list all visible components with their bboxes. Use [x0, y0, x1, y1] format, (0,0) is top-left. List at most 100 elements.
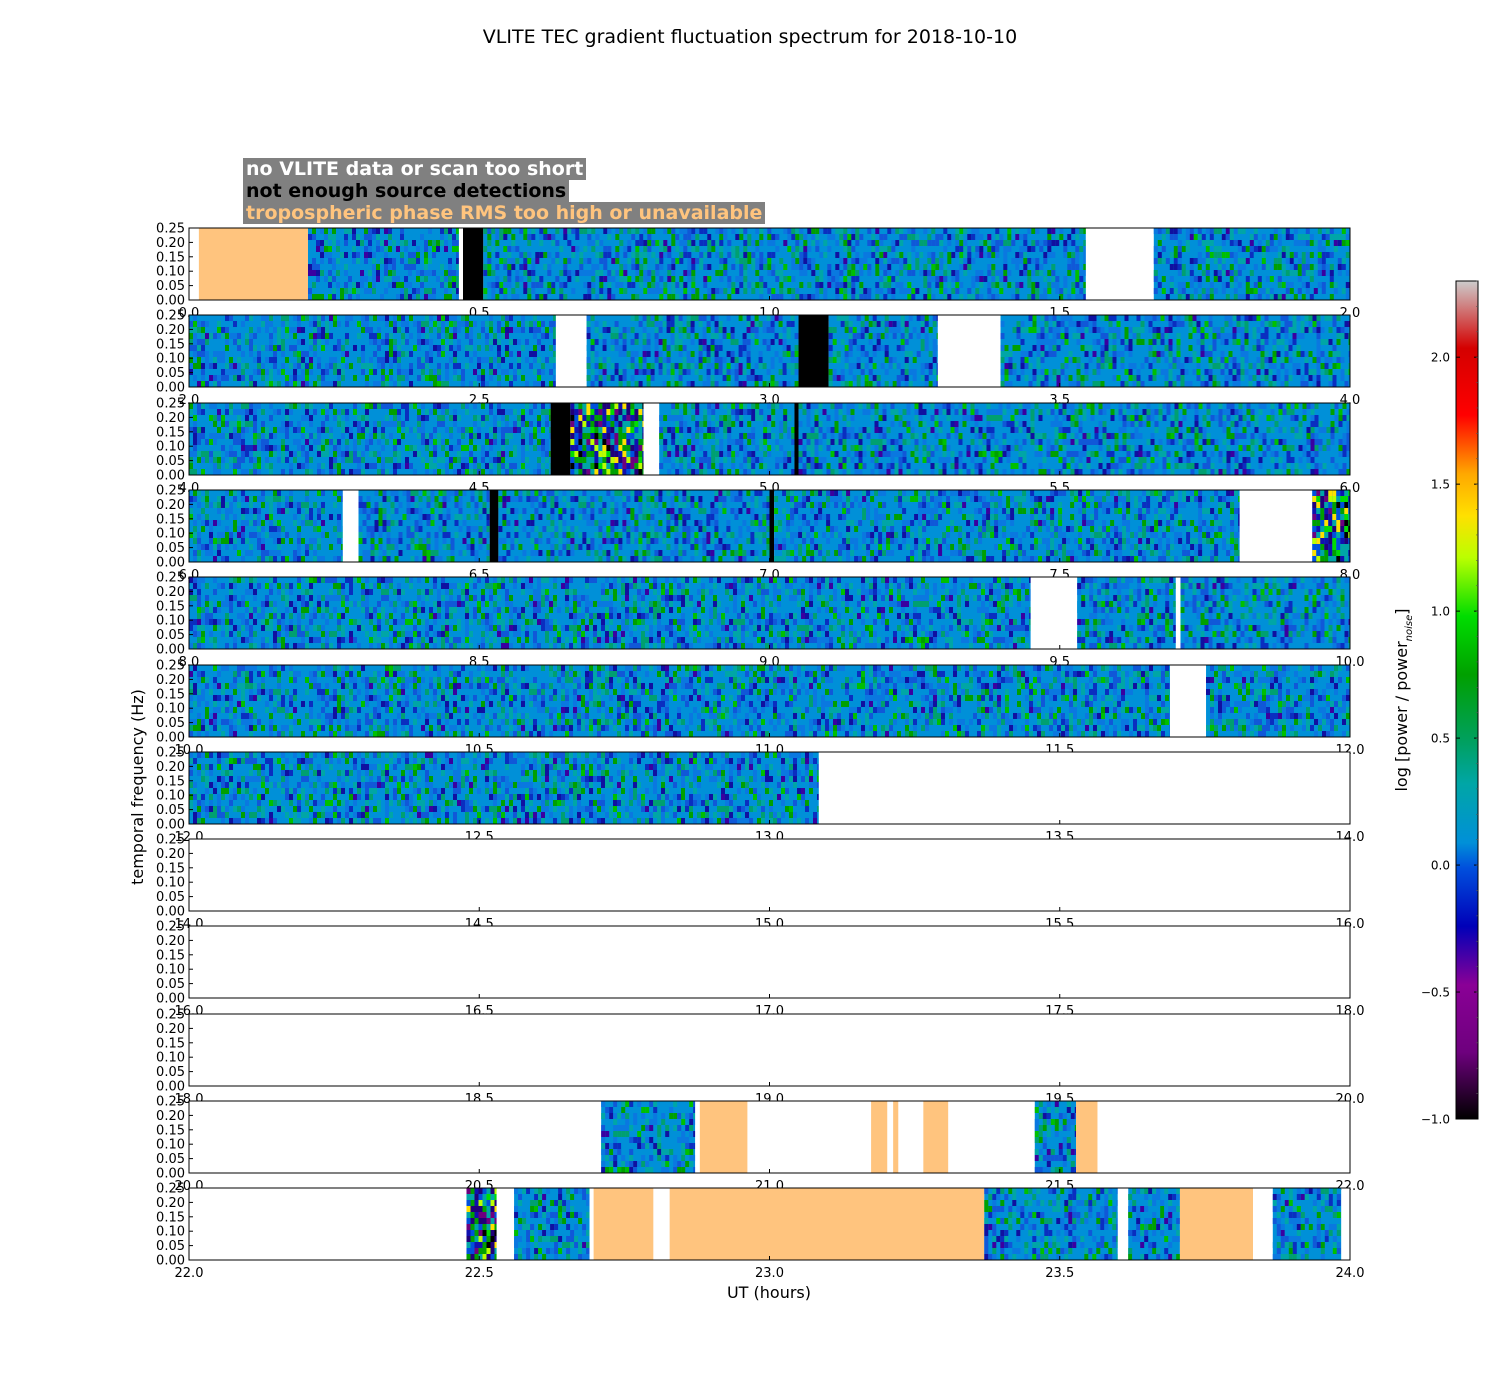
panel-0: 0.000.050.100.150.200.250.0 0.5 1.0 1.5 2.0 — [156, 222, 1360, 322]
segment-spectrum — [189, 490, 343, 562]
y-tick-label: 0.20 — [156, 760, 185, 775]
segment-no-data — [189, 1101, 602, 1173]
colorbar-gradient — [1455, 280, 1479, 1120]
y-tick-label: 0.10 — [156, 963, 185, 978]
colorbar-tick-label: 1.0 — [1431, 605, 1450, 619]
y-tick-label: 0.25 — [156, 397, 185, 412]
y-tick-label: 0.05 — [156, 716, 185, 731]
y-tick-label: 0.05 — [156, 454, 185, 469]
segment-spectrum — [798, 403, 1350, 475]
segment-tropo-high — [198, 228, 309, 300]
y-tick-label: 0.00 — [156, 556, 185, 571]
y-tick-label: 0.10 — [156, 352, 185, 367]
y-tick-label: 0.25 — [156, 484, 185, 499]
colorbar-tick-label: −1.0 — [1421, 1113, 1450, 1127]
panel-3: 0.000.050.100.150.200.256.0 6.5 7.0 7.5 8.0 — [156, 484, 1360, 584]
colorbar-tick-label: 0.5 — [1431, 732, 1450, 746]
y-tick-label: 0.25 — [156, 222, 185, 237]
segment-spectrum — [189, 665, 1171, 737]
segment-no-data — [1085, 228, 1154, 300]
segment-tropo-high — [669, 1188, 985, 1260]
segment-tropo-high — [699, 1101, 748, 1173]
panels: 0.000.050.100.150.200.250.0 0.5 1.0 1.5 2.00… — [156, 222, 1364, 1282]
segment-spectrum — [358, 490, 490, 562]
y-tick-label: 0.00 — [156, 294, 185, 309]
y-tick-label: 0.20 — [156, 236, 185, 251]
segment-tropo-high — [593, 1188, 654, 1260]
segment-no-data — [189, 839, 1350, 911]
y-tick-label: 0.05 — [156, 977, 185, 992]
y-tick-label: 0.10 — [156, 265, 185, 280]
segment-spectrum — [1312, 490, 1350, 562]
y-tick-label: 0.10 — [156, 876, 185, 891]
y-tick-label: 0.05 — [156, 803, 185, 818]
y-tick-label: 0.15 — [156, 512, 185, 527]
segment-spectrum — [483, 228, 1086, 300]
segment-spectrum — [586, 315, 799, 387]
segment-no-data — [189, 1014, 1350, 1086]
segment-no-detections — [462, 228, 484, 300]
y-tick-label: 0.05 — [156, 279, 185, 294]
colorbar-tick-label: −0.5 — [1421, 986, 1450, 1000]
x-tick-label: 22.5 — [465, 1266, 494, 1281]
segment-no-detections — [794, 403, 799, 475]
segment-spectrum — [189, 315, 556, 387]
y-tick-label: 0.10 — [156, 527, 185, 542]
segment-no-data — [1030, 577, 1078, 649]
y-tick-label: 0.15 — [156, 337, 185, 352]
y-tick-label: 0.05 — [156, 1065, 185, 1080]
y-tick-label: 0.00 — [156, 992, 185, 1007]
segment-no-detections — [489, 490, 499, 562]
segment-spectrum — [189, 577, 1031, 649]
y-tick-label: 0.25 — [156, 1008, 185, 1023]
y-tick-label: 0.25 — [156, 659, 185, 674]
segment-no-data — [189, 1188, 467, 1260]
y-tick-label: 0.05 — [156, 628, 185, 643]
colorbar-tick-label: 1.5 — [1431, 478, 1450, 492]
segment-no-data — [1341, 1188, 1350, 1260]
segment-no-data — [643, 403, 660, 475]
y-tick-label: 0.15 — [156, 1210, 185, 1225]
y-tick-label: 0.20 — [156, 1022, 185, 1037]
segment-no-data — [1239, 490, 1313, 562]
segment-no-data — [496, 1188, 515, 1260]
y-tick-label: 0.20 — [156, 498, 185, 513]
y-tick-label: 0.15 — [156, 1036, 185, 1051]
segment-spectrum — [1153, 228, 1350, 300]
segment-no-detections — [769, 490, 775, 562]
y-tick-label: 0.00 — [156, 731, 185, 746]
y-tick-label: 0.25 — [156, 571, 185, 586]
segment-spectrum — [1206, 665, 1350, 737]
y-tick-label: 0.20 — [156, 934, 185, 949]
panel-4: 0.000.050.100.150.200.258.0 8.5 9.0 9.5 10.0 — [156, 571, 1364, 671]
segment-no-data — [747, 1101, 872, 1173]
segment-no-data — [1253, 1188, 1273, 1260]
segment-no-data — [589, 1188, 594, 1260]
chart-title: VLITE TEC gradient fluctuation spectrum … — [483, 26, 1017, 48]
legend-no-data: no VLITE data or scan too short — [243, 158, 587, 180]
x-tick-label: 22.0 — [175, 1266, 204, 1281]
segment-no-data — [887, 1101, 894, 1173]
x-tick-label: 23.5 — [1045, 1266, 1074, 1281]
segment-no-data — [948, 1101, 1035, 1173]
segment-no-data — [189, 926, 1350, 998]
segment-tropo-high — [1076, 1101, 1098, 1173]
y-tick-label: 0.15 — [156, 948, 185, 963]
segment-spectrum — [1180, 577, 1350, 649]
y-tick-label: 0.10 — [156, 1225, 185, 1240]
colorbar-label: log [power / powernoise] — [1392, 608, 1415, 791]
y-axis-label: temporal frequency (Hz) — [128, 689, 147, 885]
colorbar-tick-label: 0.0 — [1431, 859, 1450, 873]
segment-spectrum — [601, 1101, 696, 1173]
y-tick-label: 0.20 — [156, 673, 185, 688]
y-tick-label: 0.15 — [156, 861, 185, 876]
segment-no-detections — [798, 315, 829, 387]
y-tick-label: 0.00 — [156, 1167, 185, 1182]
y-tick-label: 0.10 — [156, 614, 185, 629]
y-tick-label: 0.05 — [156, 366, 185, 381]
y-tick-label: 0.05 — [156, 1152, 185, 1167]
